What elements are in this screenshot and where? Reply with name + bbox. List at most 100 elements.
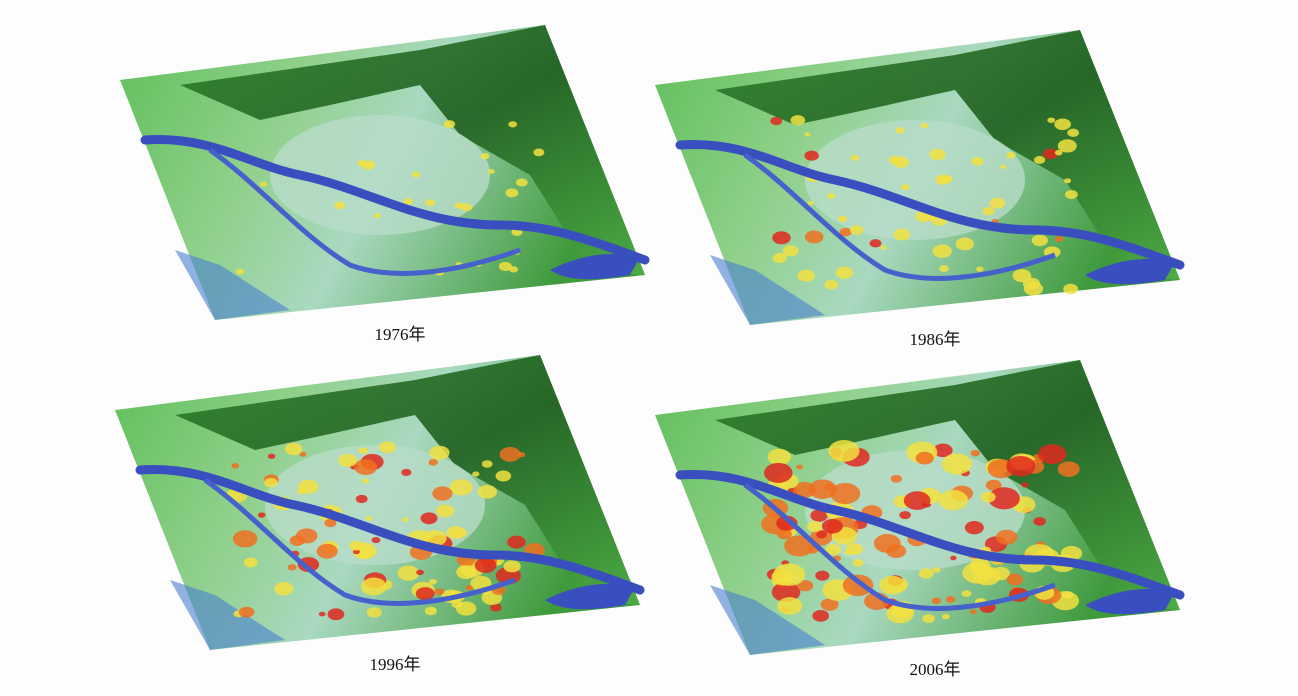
- urban-patch: [372, 537, 381, 543]
- urban-patch: [783, 245, 799, 256]
- terrain-panel: 1996年: [115, 355, 640, 674]
- urban-patch: [416, 587, 435, 600]
- urban-patch: [916, 452, 934, 465]
- urban-patch: [288, 564, 297, 570]
- urban-patch: [1032, 235, 1048, 246]
- urban-patch: [274, 582, 293, 595]
- urban-patch: [827, 193, 835, 199]
- urban-patch: [830, 483, 860, 504]
- urban-patch: [231, 463, 239, 468]
- urban-patch: [807, 521, 822, 532]
- urban-patch: [939, 490, 968, 511]
- urban-patch: [465, 585, 473, 590]
- urban-patch: [942, 453, 972, 474]
- urban-patch: [901, 184, 910, 190]
- urban-patch: [1007, 574, 1024, 586]
- urban-patch: [1047, 117, 1055, 122]
- urban-patch: [886, 544, 906, 558]
- urban-patch: [853, 559, 864, 567]
- urban-patch: [367, 607, 382, 617]
- urban-patch: [268, 454, 276, 459]
- urban-patch: [816, 531, 827, 539]
- urban-patch: [946, 596, 956, 603]
- urban-patch: [980, 492, 995, 503]
- urban-patch: [804, 151, 818, 161]
- figure-canvas: 1976年1986年1996年2006年: [0, 0, 1298, 696]
- urban-patch: [362, 478, 369, 483]
- urban-patch: [401, 469, 411, 476]
- urban-patch: [764, 463, 793, 483]
- urban-patch: [921, 123, 929, 128]
- urban-patch: [478, 485, 498, 499]
- urban-patch: [1034, 156, 1045, 164]
- urban-patch: [357, 160, 366, 166]
- urban-patch: [508, 121, 517, 127]
- urban-patch: [881, 245, 887, 249]
- urban-patch: [319, 612, 326, 617]
- urban-patch: [434, 588, 444, 595]
- urban-patch: [264, 478, 277, 487]
- urban-patch: [1058, 139, 1077, 152]
- urban-patch: [432, 486, 452, 500]
- urban-patch: [777, 597, 802, 615]
- urban-patch: [1067, 129, 1079, 137]
- urban-patch: [962, 590, 972, 597]
- urban-patch: [771, 569, 794, 585]
- urban-patch: [436, 505, 454, 518]
- panel-caption: 2006年: [910, 660, 961, 679]
- urban-patch: [349, 541, 363, 551]
- urban-patch: [919, 568, 934, 578]
- urban-patch: [772, 231, 791, 244]
- urban-patch: [982, 207, 994, 216]
- urban-patch: [996, 530, 1017, 545]
- urban-patch: [516, 178, 528, 186]
- urban-patch: [822, 519, 843, 534]
- urban-patch: [236, 269, 244, 275]
- urban-patch: [990, 198, 1006, 209]
- urban-patch: [1055, 236, 1063, 242]
- urban-patch: [770, 117, 782, 125]
- urban-patch: [1021, 482, 1028, 487]
- urban-patch: [922, 614, 935, 623]
- urban-patch: [1000, 165, 1006, 169]
- urban-patch: [444, 120, 455, 128]
- urban-patch: [932, 598, 941, 605]
- urban-patch: [804, 132, 810, 136]
- urban-patch: [976, 266, 984, 271]
- urban-patch: [850, 155, 859, 161]
- urban-patch: [244, 557, 258, 567]
- urban-patch: [359, 447, 368, 454]
- urban-patch: [488, 169, 495, 174]
- urban-patch: [481, 153, 490, 159]
- urban-patch: [1033, 517, 1046, 526]
- urban-patch: [500, 447, 521, 462]
- urban-patch: [889, 156, 901, 164]
- urban-patch: [398, 566, 420, 581]
- urban-patch: [805, 230, 824, 243]
- urban-patch: [970, 609, 977, 614]
- urban-patch: [356, 495, 368, 503]
- urban-patch: [836, 267, 854, 279]
- urban-patch: [456, 565, 476, 579]
- urban-patch: [482, 460, 493, 468]
- urban-patch: [239, 607, 255, 618]
- urban-patch: [893, 229, 910, 241]
- urban-patch: [828, 440, 859, 462]
- urban-patch: [850, 225, 864, 235]
- urban-patch: [361, 578, 387, 596]
- urban-patch: [939, 265, 949, 272]
- urban-patch: [807, 201, 813, 205]
- urban-patch: [451, 600, 462, 608]
- urban-patch: [1023, 278, 1040, 290]
- urban-patch: [503, 560, 520, 572]
- urban-patch: [338, 454, 357, 467]
- urban-patch: [461, 203, 472, 211]
- urban-patch: [402, 517, 408, 522]
- urban-patch: [899, 511, 911, 519]
- urban-patch: [285, 443, 303, 455]
- urban-patch: [904, 491, 931, 510]
- figure: 1976年1986年1996年2006年: [0, 0, 1298, 696]
- urban-patch: [773, 253, 787, 263]
- urban-patch: [768, 449, 791, 465]
- urban-patch: [446, 526, 464, 539]
